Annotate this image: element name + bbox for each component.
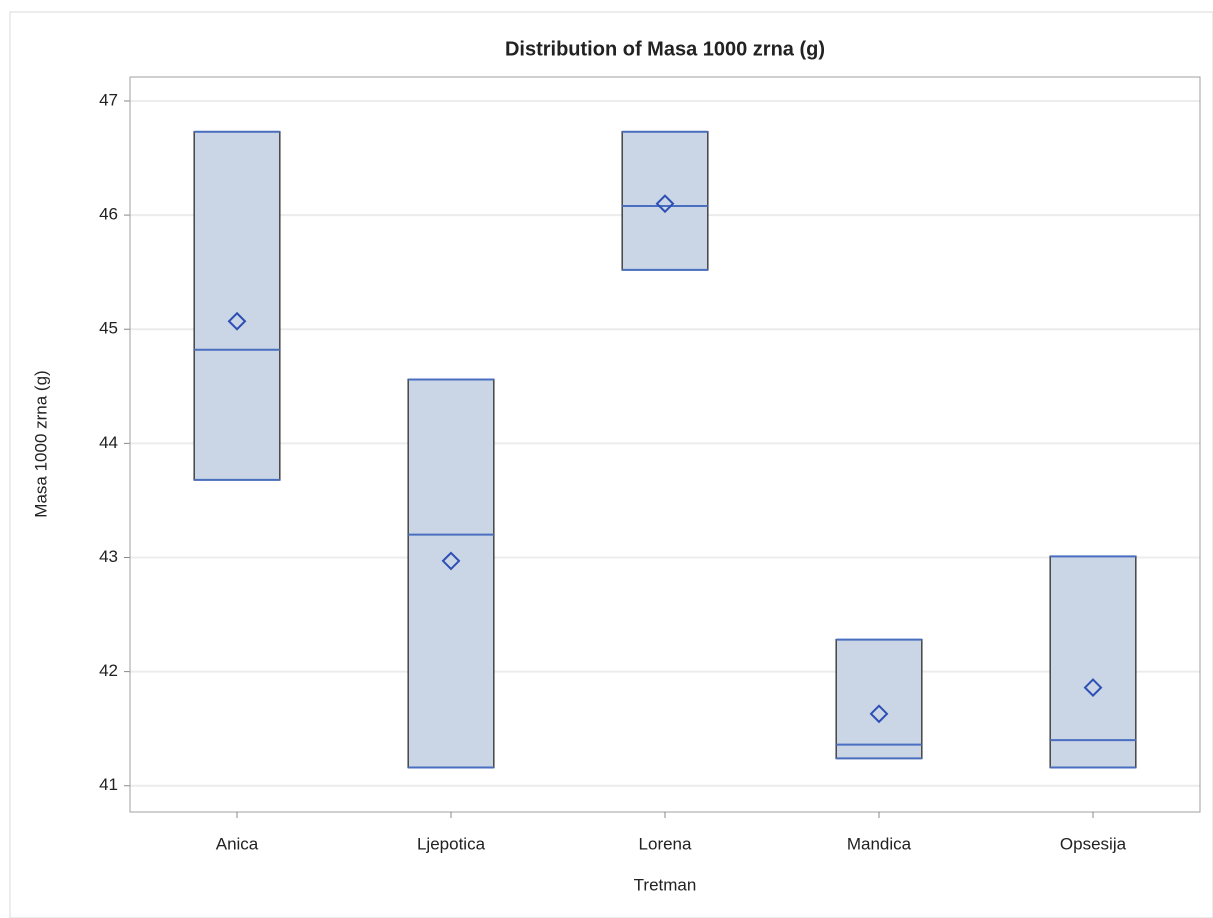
mean-marker — [869, 704, 889, 724]
y-tick-label: 46 — [99, 205, 118, 224]
y-axis-label: Masa 1000 zrna (g) — [31, 370, 50, 517]
box — [1049, 555, 1137, 769]
y-tick-label: 42 — [99, 661, 118, 680]
box — [835, 638, 923, 760]
outer-frame — [9, 11, 1213, 918]
x-tick-label: Opsesija — [1060, 834, 1127, 853]
mean-marker — [227, 311, 247, 331]
y-tick-label: 47 — [99, 90, 118, 109]
mean-marker — [655, 194, 675, 214]
x-axis-label: Tretman — [634, 875, 697, 894]
box — [193, 131, 281, 481]
y-tick-label: 43 — [99, 547, 118, 566]
x-tick-label: Anica — [216, 834, 259, 853]
box — [407, 378, 495, 769]
y-tick-label: 44 — [99, 433, 118, 452]
mean-marker — [441, 551, 461, 571]
box — [621, 131, 709, 271]
x-tick-label: Mandica — [847, 834, 912, 853]
y-tick-label: 45 — [99, 319, 118, 338]
chart-title: Distribution of Masa 1000 zrna (g) — [505, 38, 825, 60]
y-tick-label: 41 — [99, 775, 118, 794]
x-tick-label: Ljepotica — [417, 834, 486, 853]
mean-marker — [1083, 678, 1103, 698]
x-tick-label: Lorena — [639, 834, 692, 853]
